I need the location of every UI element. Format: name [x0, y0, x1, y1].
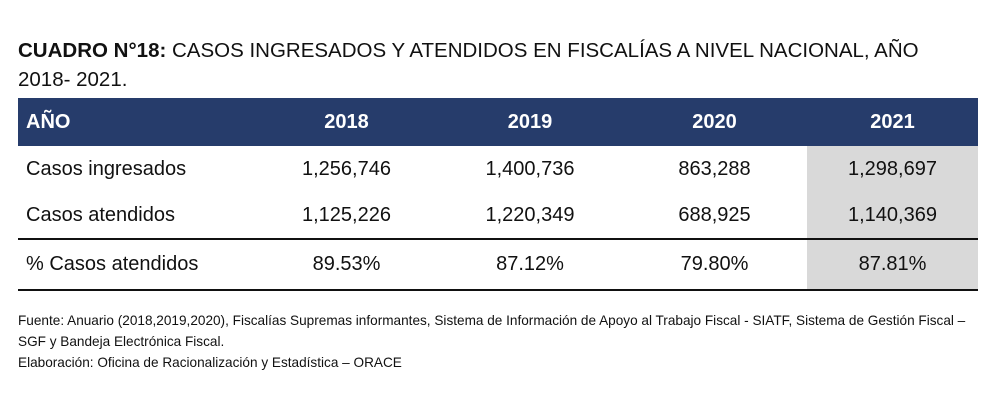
elaboration-note: Elaboración: Oficina de Racionalización … [18, 355, 402, 370]
header-2021: 2021 [807, 98, 978, 146]
cell-value: 1,256,746 [302, 157, 391, 180]
table-row-porcentaje-atendidos: % Casos atendidos 89.53% 87.12% 79.80% 8… [18, 238, 978, 291]
row-label: Casos atendidos [26, 203, 175, 226]
cell-value: 1,400,736 [485, 157, 575, 180]
cell-value: 87.12% [438, 238, 622, 291]
cell-value-highlighted: 1,140,369 [807, 192, 978, 239]
cell-value-highlighted: 1,298,697 [807, 146, 978, 192]
row-label: % Casos atendidos [18, 238, 255, 291]
cell-value: 79.80% [622, 238, 807, 291]
table-title-text: CASOS INGRESADOS Y ATENDIDOS EN FISCALÍA… [18, 39, 919, 91]
header-year-label: AÑO [18, 98, 255, 146]
row-label: Casos ingresados [26, 157, 187, 180]
cell-value-highlighted: 87.81% [807, 238, 978, 291]
table-header-row: AÑO 2018 2019 2020 2021 [18, 98, 978, 146]
cell-value: 1,220,349 [485, 203, 575, 226]
source-note: Fuente: Anuario (2018,2019,2020), Fiscal… [18, 313, 966, 349]
cell-value: 89.53% [255, 238, 438, 291]
table-title: CUADRO N°18: CASOS INGRESADOS Y ATENDIDO… [18, 36, 968, 94]
cell-value: 688,925 [678, 203, 751, 226]
header-2019: 2019 [438, 98, 622, 146]
cell-value: 1,125,226 [302, 203, 391, 226]
header-2018: 2018 [255, 98, 438, 146]
cell-value: 863,288 [678, 157, 751, 180]
table-row-casos-atendidos: Casos atendidos 1,125,226 1,220,349 688,… [18, 192, 978, 239]
header-2020: 2020 [622, 98, 807, 146]
table-title-label: CUADRO N°18: [18, 39, 167, 62]
table-notes: Fuente: Anuario (2018,2019,2020), Fiscal… [18, 310, 968, 373]
table-row-casos-ingresados: Casos ingresados 1,256,746 1,400,736 863… [18, 146, 978, 192]
cases-table: AÑO 2018 2019 2020 2021 Casos ingresados… [18, 98, 978, 291]
